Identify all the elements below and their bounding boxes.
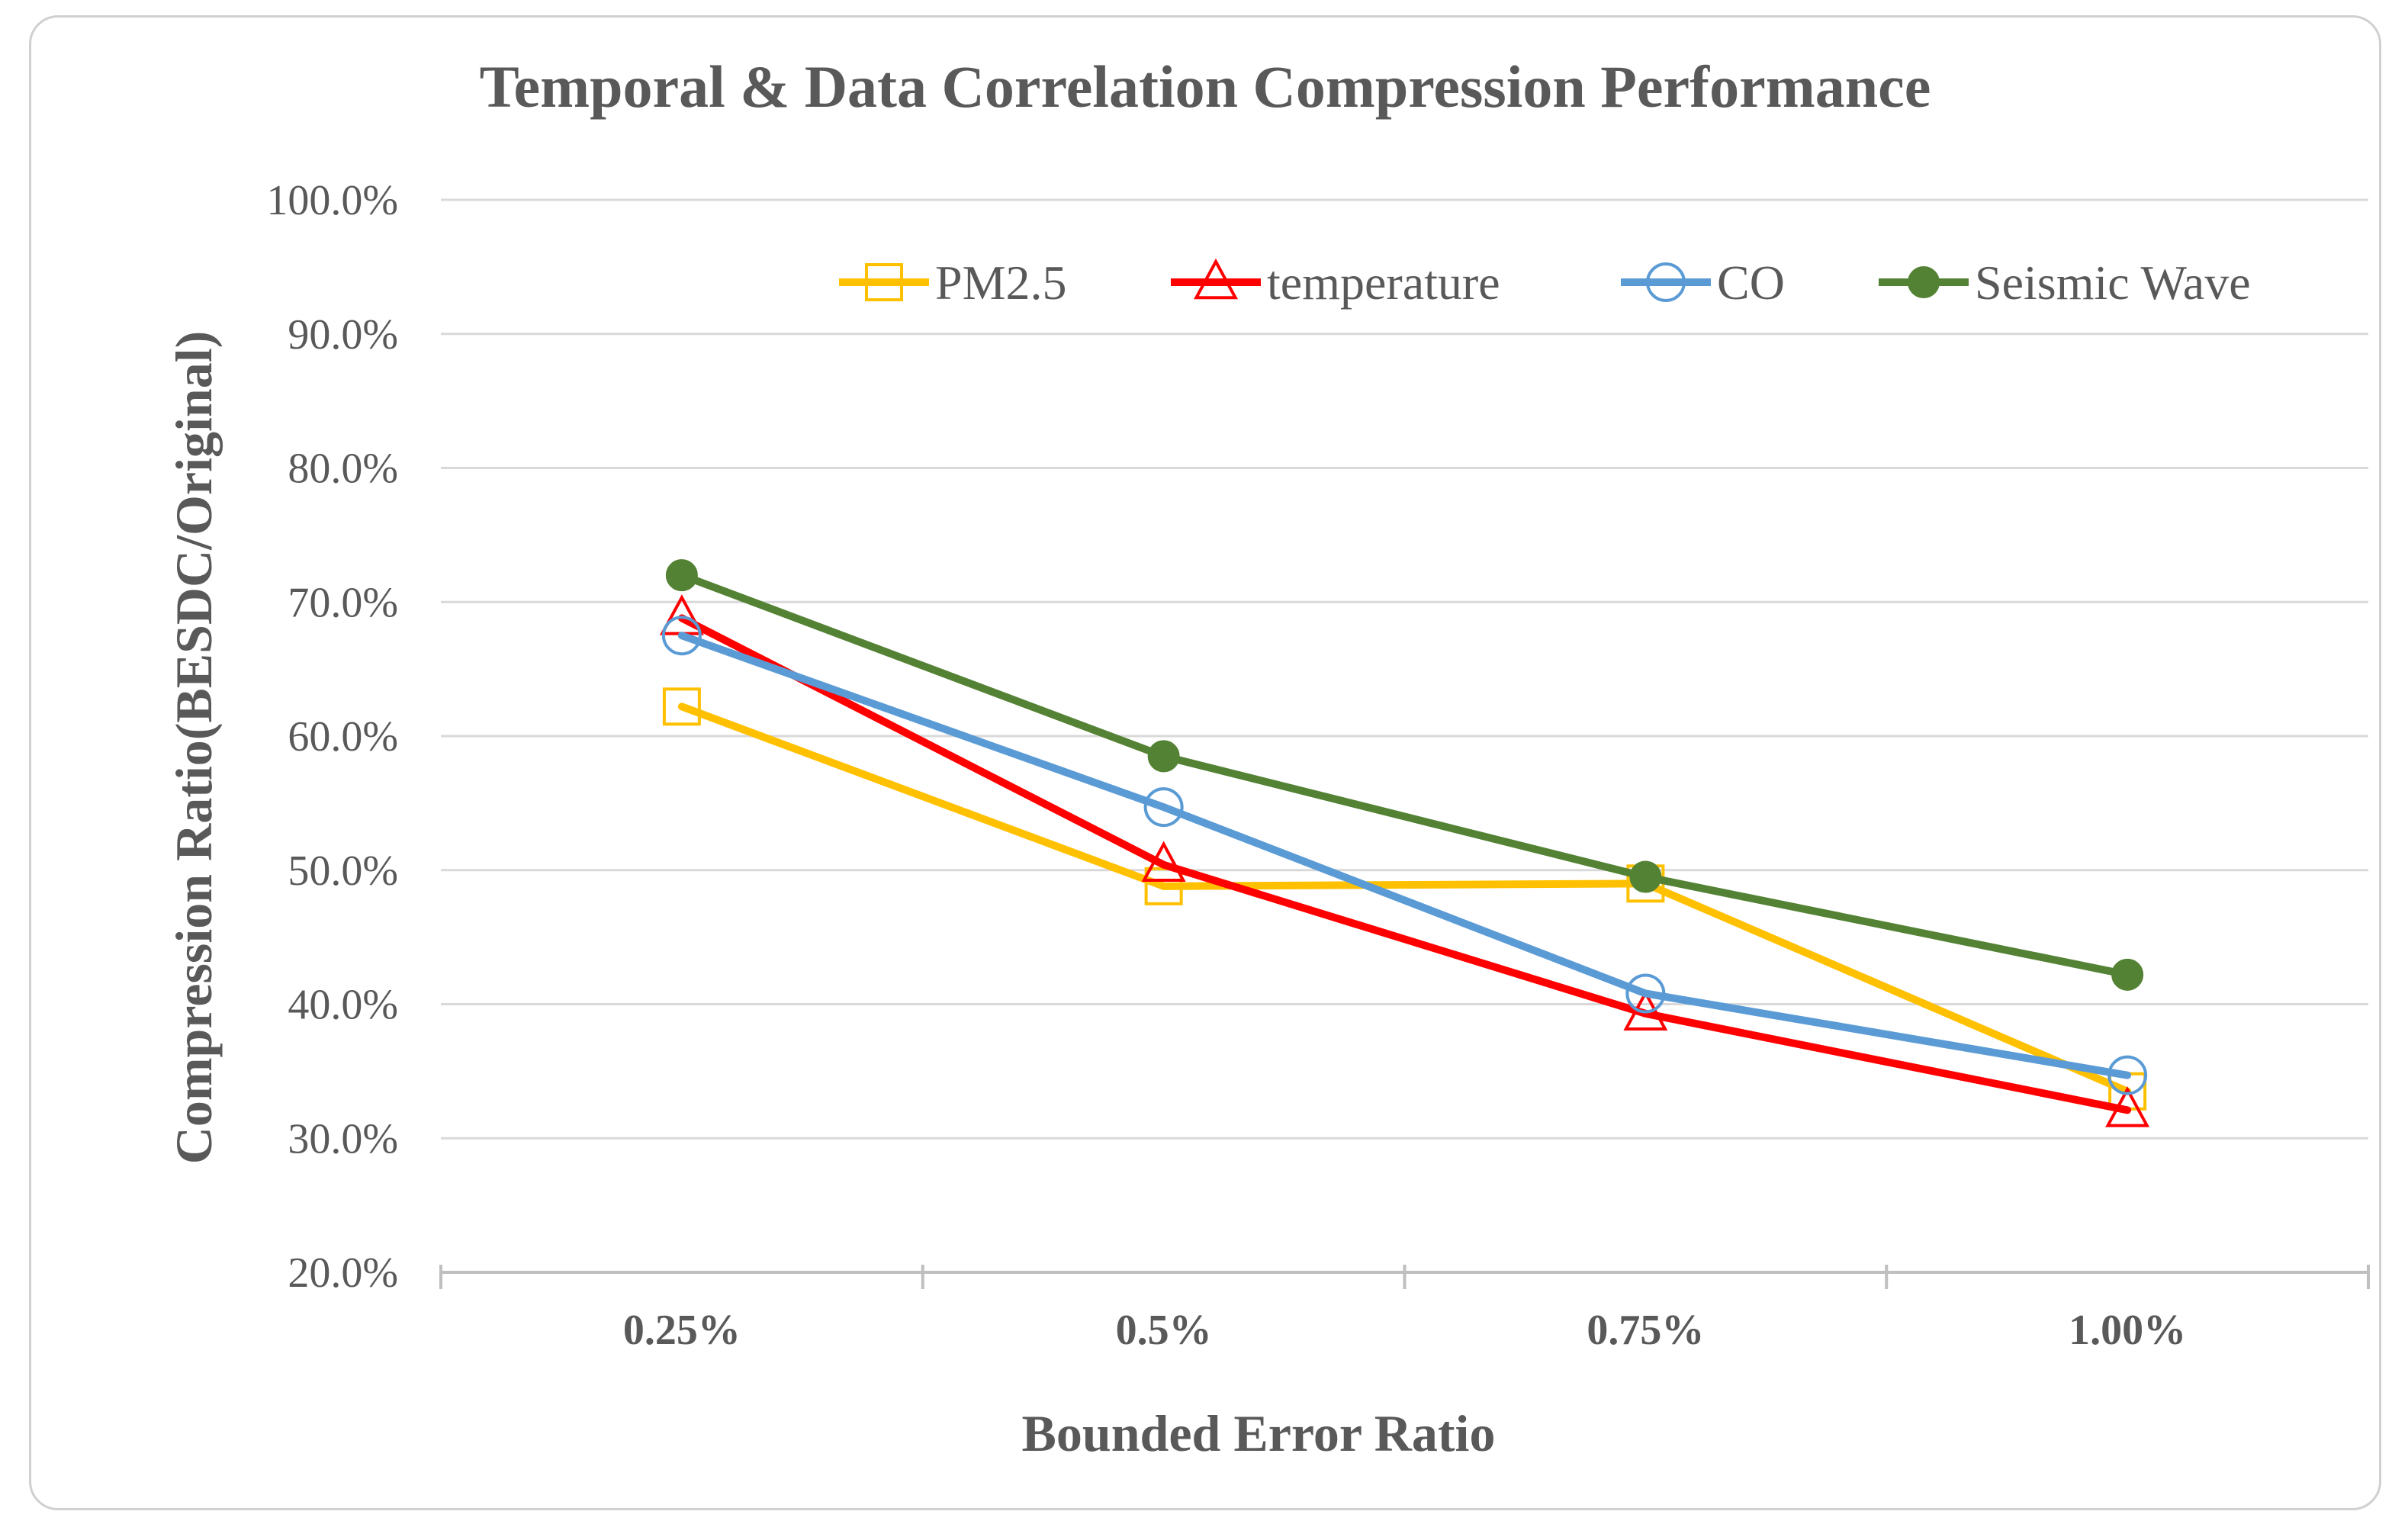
data-point-marker [1623, 989, 1668, 1031]
y-axis-title: Compression Ratio(BESDC/Original) [165, 331, 223, 1164]
gridlines [441, 198, 2368, 1140]
x-tick-labels: 0.25% 0.5% 0.75% 1.00% [623, 1307, 2186, 1354]
y-tick-label: 100.0% [266, 177, 398, 224]
x-tick-label: 0.75% [1587, 1307, 1704, 1354]
axes [439, 1265, 2370, 1289]
legend-label: PM2.5 [935, 256, 1067, 310]
y-tick-label: 40.0% [288, 982, 398, 1029]
legend-swatch-marker [1646, 262, 1686, 302]
legend-swatch-marker [1908, 266, 1940, 298]
legend-item: temperature [1171, 256, 1500, 310]
data-point-marker [1147, 740, 1180, 773]
data-point-marker [1629, 860, 1662, 893]
data-point-marker [2107, 1055, 2148, 1095]
data-point-marker [2105, 1086, 2150, 1127]
data-point-marker [661, 616, 702, 656]
legend-item: PM2.5 [839, 256, 1067, 310]
chart-title: Temporal & Data Correlation Compression … [480, 53, 1931, 120]
data-point-marker [665, 559, 698, 592]
series-temperature [659, 594, 2150, 1127]
y-tick-label: 20.0% [288, 1249, 398, 1297]
series [659, 559, 2150, 1127]
series-seismic-wave [665, 559, 2144, 991]
data-point-marker [1625, 973, 1666, 1014]
x-axis-title: Bounded Error Ratio [1022, 1404, 1496, 1462]
legend-swatch-marker [1193, 258, 1239, 300]
series-line [677, 703, 2132, 1095]
series-co [661, 616, 2148, 1095]
data-point-marker [2111, 958, 2144, 991]
legend: PM2.5 temperature CO Seismic Wave [839, 256, 2251, 310]
y-tick-label: 90.0% [288, 311, 398, 359]
series-line [677, 571, 2132, 979]
y-tick-label: 70.0% [288, 579, 398, 626]
data-point-marker [1141, 841, 1186, 882]
data-point-marker [1143, 787, 1184, 828]
y-tick-label: 30.0% [288, 1115, 398, 1162]
legend-label: CO [1717, 256, 1785, 310]
legend-item: Seismic Wave [1879, 256, 2251, 310]
x-tick-label: 0.5% [1116, 1307, 1212, 1354]
y-tick-labels: 20.0% 30.0% 40.0% 50.0% 60.0% 70.0% 80.0% 90.0%… [266, 177, 398, 1297]
legend-item: CO [1621, 256, 1785, 310]
y-tick-label: 50.0% [288, 847, 398, 895]
y-tick-label: 60.0% [288, 713, 398, 760]
series-line [677, 614, 2132, 1114]
x-tick-label: 1.00% [2069, 1307, 2186, 1354]
legend-swatch-marker [865, 263, 903, 301]
series-line [677, 632, 2132, 1079]
x-tick-label: 0.25% [623, 1307, 741, 1354]
data-point-marker [1144, 867, 1183, 905]
data-point-marker [662, 687, 701, 726]
legend-label: Seismic Wave [1975, 256, 2251, 310]
legend-label: temperature [1267, 256, 1500, 310]
y-tick-label: 80.0% [288, 445, 398, 493]
